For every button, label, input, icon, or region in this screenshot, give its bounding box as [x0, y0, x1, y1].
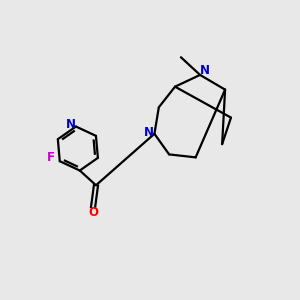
Text: F: F	[47, 151, 55, 164]
Text: N: N	[66, 118, 76, 131]
Text: N: N	[200, 64, 209, 77]
Text: O: O	[88, 206, 98, 219]
Text: N: N	[144, 126, 154, 139]
